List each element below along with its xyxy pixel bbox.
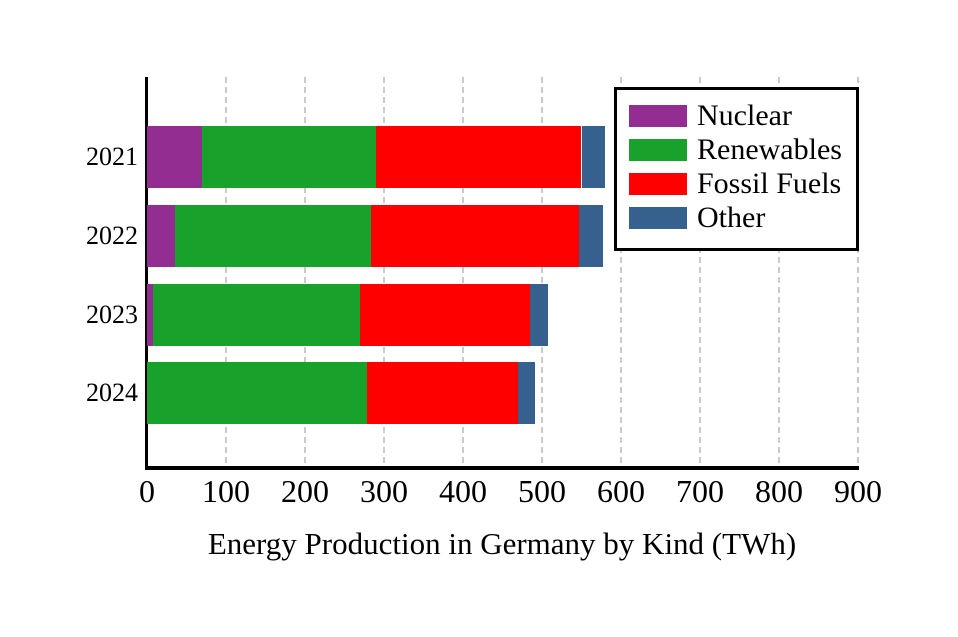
gridline-300: [383, 77, 385, 466]
bar-segment-2021-other: [581, 126, 606, 188]
x-tick-label-700: 700: [676, 473, 724, 509]
bar-segment-2022-nuclear: [147, 204, 175, 267]
bar-segment-2024-renewables: [147, 362, 367, 425]
gridline-200: [304, 77, 306, 466]
chart-title: Energy Production in Germany by Kind (TW…: [207, 526, 797, 561]
legend-row-renewables: Renewables: [629, 133, 856, 166]
x-axis: [145, 466, 859, 470]
bar-segment-2022-renewables: [174, 204, 371, 267]
gridline-800: [778, 77, 780, 466]
x-tick-label-800: 800: [755, 473, 803, 509]
gridline-600: [620, 77, 622, 466]
x-tick-label-500: 500: [518, 473, 566, 509]
x-tick-label-900: 900: [834, 473, 882, 509]
bar-segment-2023-other: [530, 283, 549, 346]
bar-segment-2021-nuclear: [147, 126, 203, 188]
bar-segment-2023-nuclear: [147, 283, 154, 346]
legend-label: Renewables: [697, 132, 842, 166]
bar-segment-2021-fossil-fuels: [376, 126, 582, 188]
x-tick-label-0: 0: [139, 473, 155, 509]
legend-row-other: Other: [629, 201, 856, 234]
legend-row-fossil-fuels: Fossil Fuels: [629, 167, 856, 200]
legend-label: Fossil Fuels: [697, 166, 842, 200]
bar-segment-2023-fossil-fuels: [360, 283, 531, 346]
legend-swatch-icon: [629, 104, 687, 127]
x-tick-label-100: 100: [202, 473, 250, 509]
legend-label: Other: [697, 200, 766, 234]
gridline-500: [541, 77, 543, 466]
bar-segment-2022-other: [579, 204, 603, 267]
gridline-100: [225, 77, 227, 466]
legend-swatch-icon: [629, 206, 687, 229]
bar-segment-2023-renewables: [153, 283, 361, 346]
legend-swatch-icon: [629, 172, 687, 195]
legend-swatch-icon: [629, 138, 687, 161]
y-tick-label-2022: 2022: [86, 220, 138, 250]
legend-box: Nuclear Renewables Fossil Fuels Other: [614, 87, 859, 251]
bar-segment-2021-renewables: [202, 126, 377, 188]
legend-row-nuclear: Nuclear: [629, 99, 856, 132]
x-tick-label-400: 400: [439, 473, 487, 509]
y-tick-label-2021: 2021: [86, 142, 138, 171]
gridline-700: [699, 77, 701, 466]
gridline-900: [857, 77, 859, 466]
x-tick-label-600: 600: [597, 473, 645, 509]
y-tick-label-2024: 2024: [86, 378, 138, 408]
x-tick-label-200: 200: [281, 473, 329, 509]
gridline-400: [462, 77, 464, 466]
bar-segment-2022-fossil-fuels: [370, 204, 580, 267]
bar-segment-2024-other: [518, 362, 535, 425]
x-tick-label-300: 300: [360, 473, 408, 509]
y-axis: [145, 77, 148, 470]
y-tick-label-2023: 2023: [86, 299, 138, 329]
bar-segment-2024-fossil-fuels: [366, 362, 519, 425]
legend-label: Nuclear: [697, 98, 792, 132]
